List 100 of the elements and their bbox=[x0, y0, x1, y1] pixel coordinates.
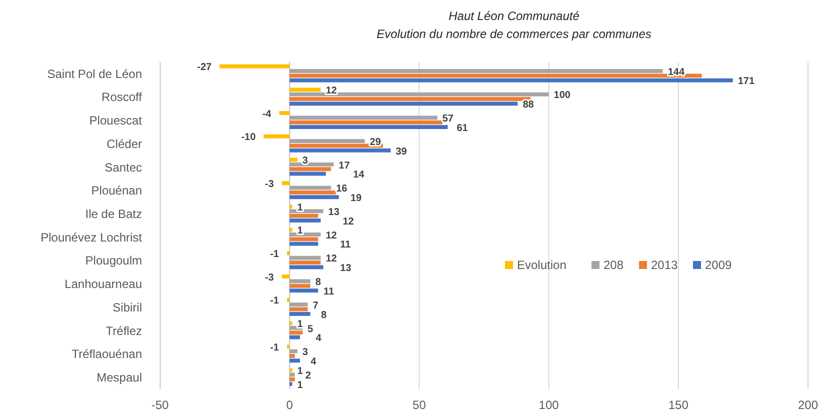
data-label: 12 bbox=[326, 254, 338, 265]
data-label: 7 bbox=[312, 300, 319, 312]
x-tick-label: 200 bbox=[798, 398, 818, 412]
y-tick-label: Cléder bbox=[106, 136, 142, 151]
bar bbox=[290, 372, 295, 377]
data-label: 19 bbox=[350, 192, 362, 204]
data-label: -1 bbox=[270, 296, 280, 307]
y-tick-label: Santec bbox=[104, 160, 142, 174]
data-label: 3 bbox=[302, 347, 308, 358]
x-tick-label: -50 bbox=[151, 398, 169, 412]
bar bbox=[290, 242, 318, 246]
data-label: 61 bbox=[456, 122, 468, 134]
data-label: 11 bbox=[340, 240, 352, 251]
bar bbox=[290, 190, 336, 194]
bar bbox=[290, 204, 292, 208]
y-tick-label: Plouescat bbox=[89, 114, 143, 128]
bar bbox=[290, 312, 310, 316]
bar bbox=[290, 214, 318, 218]
y-tick-label: Mespaul bbox=[96, 370, 142, 385]
y-tick-label: Tréflaouénan bbox=[72, 347, 142, 362]
bar bbox=[290, 256, 321, 260]
bar bbox=[290, 186, 332, 190]
bar bbox=[290, 74, 702, 78]
data-label: 4 bbox=[316, 333, 322, 344]
data-label: 16 bbox=[336, 184, 348, 195]
y-tick-label: Plouénan bbox=[91, 184, 142, 198]
bar bbox=[290, 284, 310, 288]
legend-label: 208 bbox=[604, 258, 624, 272]
data-label: -10 bbox=[241, 132, 256, 144]
bar bbox=[290, 167, 332, 172]
data-label: -1 bbox=[270, 342, 280, 354]
data-label: 1 bbox=[297, 380, 304, 391]
data-label: 57 bbox=[442, 114, 454, 125]
bar bbox=[290, 158, 298, 162]
legend-label: 2013 bbox=[651, 258, 678, 272]
y-tick-label: Tréflez bbox=[106, 324, 142, 338]
bar bbox=[290, 302, 308, 307]
chart-title: Haut Léon Communauté bbox=[448, 9, 580, 23]
y-tick-label: Plounévez Lochrist bbox=[40, 230, 143, 244]
data-label: 13 bbox=[340, 263, 352, 274]
data-label: 1 bbox=[297, 202, 304, 214]
data-label: -1 bbox=[270, 249, 280, 260]
data-label: 3 bbox=[302, 156, 308, 167]
data-label: -27 bbox=[197, 62, 212, 74]
bar bbox=[290, 125, 448, 130]
bar bbox=[290, 265, 324, 270]
bar bbox=[282, 181, 290, 186]
legend-label: 2009 bbox=[705, 258, 732, 272]
bar bbox=[290, 78, 733, 82]
bar bbox=[290, 120, 443, 124]
bar bbox=[282, 274, 290, 279]
x-tick-label: 0 bbox=[286, 398, 294, 412]
bar bbox=[287, 298, 290, 302]
data-label: 12 bbox=[326, 86, 338, 97]
bar bbox=[290, 102, 518, 106]
data-label: 171 bbox=[738, 76, 755, 88]
data-label: 11 bbox=[324, 286, 335, 298]
data-label: 100 bbox=[554, 90, 571, 102]
data-label: 88 bbox=[522, 100, 534, 111]
bar bbox=[264, 134, 290, 138]
y-tick-label: Roscoff bbox=[102, 90, 143, 104]
y-tick-label: Lanhouarneau bbox=[64, 277, 142, 292]
data-label: 8 bbox=[315, 277, 322, 288]
bar bbox=[290, 69, 663, 73]
y-tick-label: Saint Pol de Léon bbox=[47, 66, 142, 81]
y-tick-label: Sibiril bbox=[112, 300, 142, 314]
y-tick-label: Ile de Batz bbox=[85, 207, 142, 222]
bar bbox=[290, 349, 298, 354]
data-label: 13 bbox=[328, 206, 340, 218]
data-label: 39 bbox=[396, 146, 408, 158]
data-label: 1 bbox=[297, 366, 304, 377]
bar bbox=[287, 344, 290, 349]
bar bbox=[290, 162, 334, 166]
x-tick-label: 150 bbox=[668, 398, 689, 412]
bar bbox=[290, 288, 318, 293]
bar bbox=[290, 358, 300, 363]
data-label: -3 bbox=[264, 272, 274, 284]
bar bbox=[290, 354, 295, 358]
bar bbox=[279, 111, 290, 116]
bar bbox=[290, 218, 321, 222]
bar bbox=[290, 237, 318, 242]
data-label: 12 bbox=[326, 230, 338, 242]
bar bbox=[290, 195, 339, 200]
bar bbox=[290, 116, 438, 120]
bar bbox=[290, 382, 292, 386]
data-label: 4 bbox=[310, 356, 317, 368]
bar bbox=[290, 228, 292, 232]
bar bbox=[290, 368, 292, 372]
bar bbox=[290, 97, 531, 102]
x-tick-label: 100 bbox=[538, 398, 560, 412]
data-label: 5 bbox=[308, 324, 314, 335]
y-tick-label: Plougoulm bbox=[85, 254, 142, 268]
bar bbox=[290, 88, 321, 92]
bar bbox=[290, 279, 310, 284]
bar bbox=[290, 330, 303, 335]
legend-label: Evolution bbox=[517, 258, 566, 272]
chart-subtitle: Evolution du nombre de commerces par communes bbox=[376, 27, 652, 41]
bar bbox=[287, 251, 290, 256]
data-label: 2 bbox=[305, 370, 312, 382]
bar bbox=[220, 64, 290, 68]
